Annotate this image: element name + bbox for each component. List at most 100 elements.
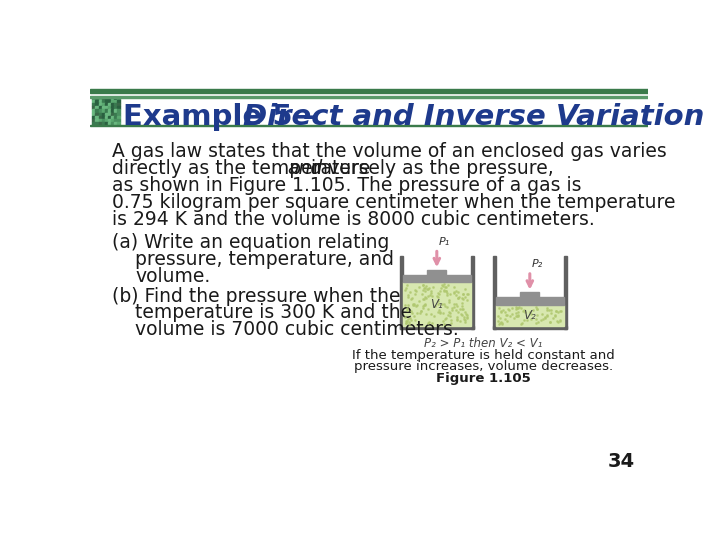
Bar [104, 103, 108, 106]
Bar [114, 116, 117, 119]
Bar [99, 119, 102, 122]
Bar [92, 97, 96, 100]
Bar [92, 100, 96, 103]
Text: is 294 K and the volume is 8000 cubic centimeters.: is 294 K and the volume is 8000 cubic ce… [112, 210, 595, 228]
Bar [521, 293, 539, 297]
Bar [92, 116, 96, 119]
Bar [400, 256, 403, 329]
Bar [92, 103, 96, 106]
Bar [111, 110, 114, 112]
Text: 0.75 kilogram per square centimeter when the temperature: 0.75 kilogram per square centimeter when… [112, 193, 675, 212]
Bar [102, 106, 104, 110]
Bar [114, 103, 117, 106]
Bar [114, 122, 117, 125]
Text: as shown in Figure 1.105. The pressure of a gas is: as shown in Figure 1.105. The pressure o… [112, 176, 581, 195]
Text: pressure increases, volume decreases.: pressure increases, volume decreases. [354, 360, 613, 373]
Bar [108, 100, 111, 103]
Bar [471, 256, 474, 329]
Bar [99, 110, 102, 112]
Bar [493, 326, 567, 329]
Bar [96, 100, 99, 103]
Bar [428, 270, 446, 275]
Bar [102, 116, 104, 119]
Bar [114, 97, 117, 100]
Bar [90, 125, 648, 126]
Bar [117, 110, 120, 112]
Text: V₁: V₁ [431, 298, 444, 310]
Bar [104, 112, 108, 116]
Bar [114, 112, 117, 116]
Bar [102, 122, 104, 125]
Text: (a) Write an equation relating: (a) Write an equation relating [112, 233, 389, 252]
Bar [108, 97, 111, 100]
Bar [96, 112, 99, 116]
Bar [102, 110, 104, 112]
Bar [111, 112, 114, 116]
Text: A gas law states that the volume of an enclosed gas varies: A gas law states that the volume of an e… [112, 142, 667, 161]
Text: Example 5 –: Example 5 – [122, 103, 327, 131]
Text: If the temperature is held constant and: If the temperature is held constant and [352, 349, 615, 362]
Bar [111, 119, 114, 122]
Bar [92, 112, 96, 116]
Text: V₂: V₂ [523, 309, 536, 322]
Bar [96, 119, 99, 122]
Text: Figure 1.105: Figure 1.105 [436, 372, 531, 385]
Bar [111, 100, 114, 103]
Bar [108, 103, 111, 106]
Bar [111, 103, 114, 106]
Text: 34: 34 [608, 453, 635, 471]
Bar [102, 100, 104, 103]
Bar [99, 106, 102, 110]
Bar [102, 97, 104, 100]
Bar [99, 112, 102, 116]
Text: and: and [287, 159, 322, 178]
Bar [92, 106, 96, 110]
Bar [117, 97, 120, 100]
Bar [117, 116, 120, 119]
Bar [92, 119, 96, 122]
Bar [403, 275, 471, 282]
Text: (b) Find the pressure when the: (b) Find the pressure when the [112, 287, 400, 306]
Bar [99, 103, 102, 106]
Bar [90, 90, 648, 93]
Bar [114, 106, 117, 110]
Bar [104, 122, 108, 125]
Bar [114, 119, 117, 122]
Text: P₁: P₁ [439, 237, 451, 247]
Bar [92, 110, 96, 112]
Bar [96, 116, 99, 119]
Bar [104, 100, 108, 103]
Bar [96, 106, 99, 110]
Bar [117, 106, 120, 110]
Bar [111, 97, 114, 100]
Text: pressure, temperature, and: pressure, temperature, and [135, 249, 394, 268]
Bar [117, 119, 120, 122]
Bar [102, 112, 104, 116]
Text: volume is 7000 cubic centimeters.: volume is 7000 cubic centimeters. [135, 320, 459, 340]
Text: inversely as the pressure,: inversely as the pressure, [305, 159, 554, 178]
Bar [104, 116, 108, 119]
Bar [104, 106, 108, 110]
Bar [111, 122, 114, 125]
Bar [108, 106, 111, 110]
Bar [96, 97, 99, 100]
Bar [104, 119, 108, 122]
Bar [104, 110, 108, 112]
Bar [96, 122, 99, 125]
Bar [96, 103, 99, 106]
Bar [99, 122, 102, 125]
Bar [99, 116, 102, 119]
Bar [496, 297, 564, 305]
Bar [92, 122, 96, 125]
Bar [114, 110, 117, 112]
Text: temperature is 300 K and the: temperature is 300 K and the [135, 303, 412, 322]
Bar [108, 116, 111, 119]
Bar [496, 305, 564, 326]
Bar [108, 119, 111, 122]
Text: Direct and Inverse Variation: Direct and Inverse Variation [243, 103, 704, 131]
Bar [403, 282, 471, 326]
Bar [117, 122, 120, 125]
Bar [102, 119, 104, 122]
Bar [108, 112, 111, 116]
Text: directly as the temperature: directly as the temperature [112, 159, 376, 178]
